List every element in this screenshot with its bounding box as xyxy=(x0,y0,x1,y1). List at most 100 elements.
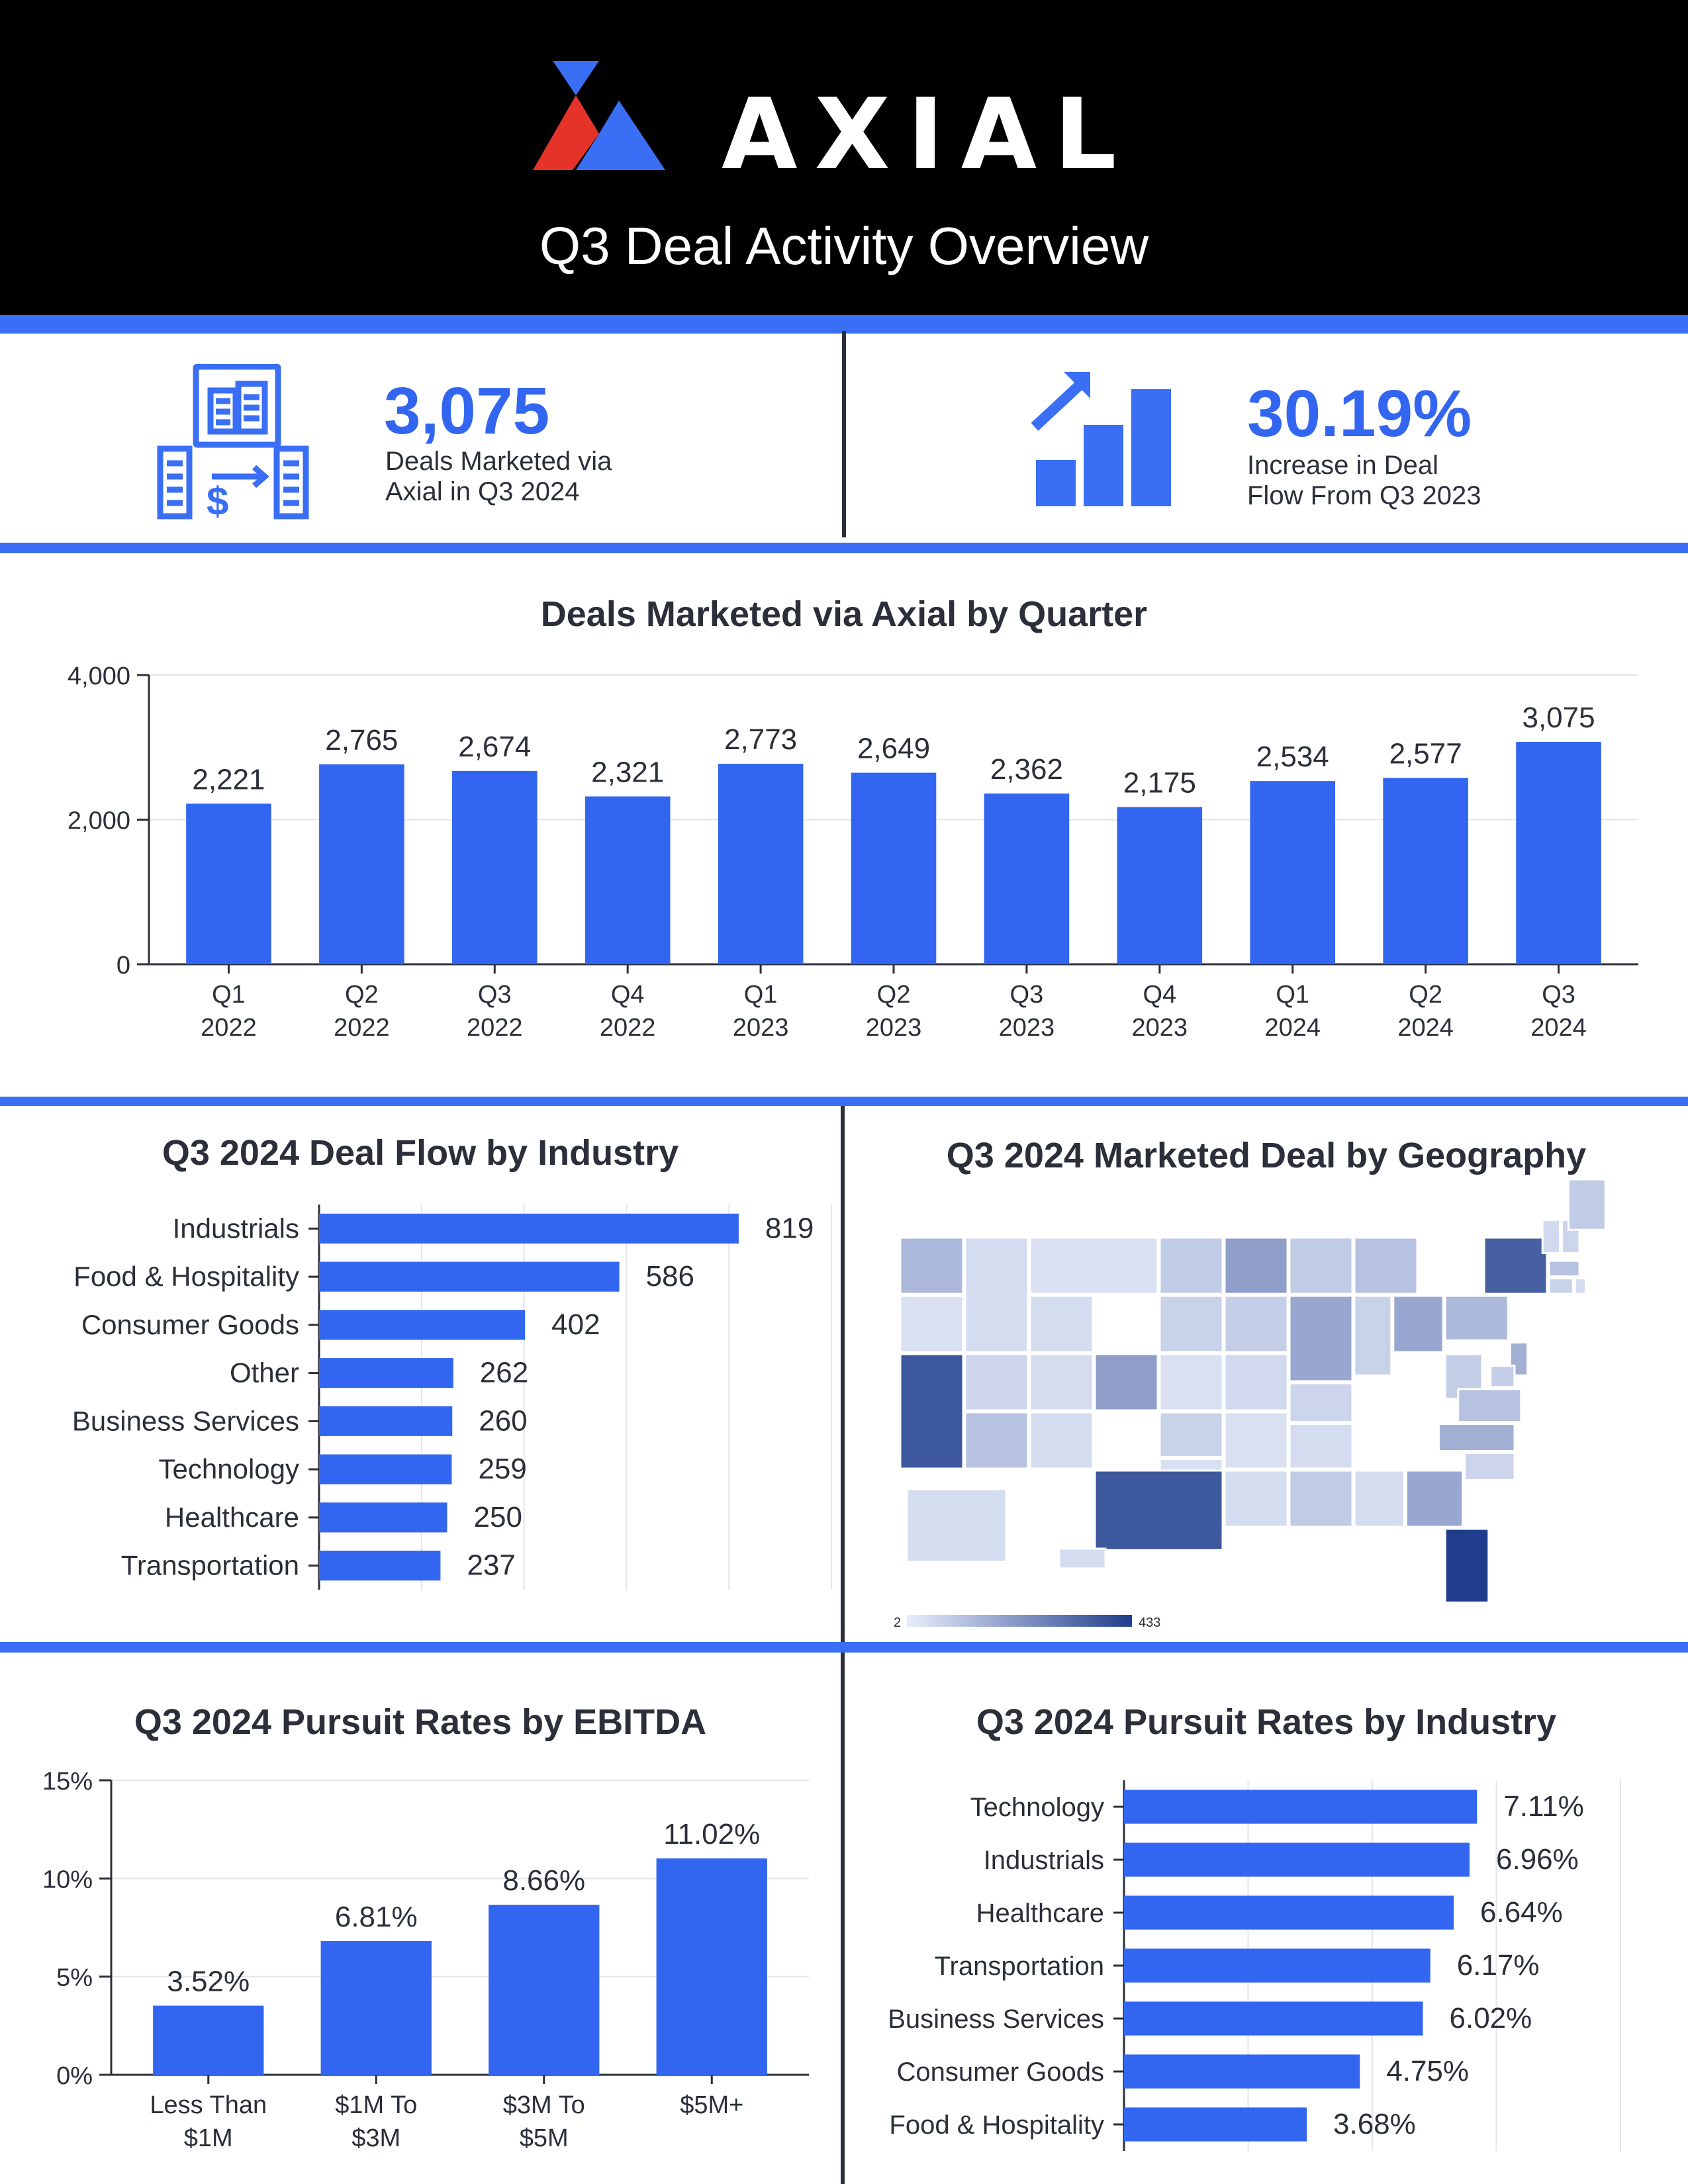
bottom-divider xyxy=(841,1653,845,2184)
bar xyxy=(656,1858,767,2075)
y-tick-label: 0% xyxy=(56,2062,93,2090)
state-region xyxy=(1573,1277,1587,1295)
header-banner: AXIAL Q3 Deal Activity Overview xyxy=(0,0,1688,315)
state-region xyxy=(1158,1236,1224,1295)
bar xyxy=(1250,781,1336,964)
svg-text:$: $ xyxy=(207,479,228,523)
data-label: 3.68% xyxy=(1333,2108,1416,2140)
state-region xyxy=(1548,1277,1574,1295)
state-region xyxy=(1444,1295,1509,1342)
x-tick-label: $1M xyxy=(184,2124,233,2152)
x-tick-label: 2022 xyxy=(600,1014,656,1042)
bar xyxy=(1117,807,1203,964)
x-tick-label: $5M+ xyxy=(680,2091,743,2119)
x-tick-label: 2022 xyxy=(201,1014,257,1042)
bar xyxy=(319,1454,452,1484)
kpi-divider xyxy=(842,331,846,537)
scale-min-label: 2 xyxy=(894,1615,901,1630)
x-tick-label: Q4 xyxy=(611,981,645,1009)
y-tick-label: Technology xyxy=(970,1793,1104,1822)
geography-title: Q3 2024 Marketed Deal by Geography xyxy=(946,1136,1587,1175)
bar xyxy=(851,772,937,964)
data-label: 262 xyxy=(480,1357,528,1389)
x-tick-label: Q2 xyxy=(345,981,379,1009)
data-label: 2,765 xyxy=(325,724,398,756)
bar xyxy=(319,764,404,964)
y-tick-label: Industrials xyxy=(173,1212,299,1244)
industry-flow-bar-chart: Industrials 819 Food & Hospitality 586 Consu… xyxy=(72,1205,832,1590)
color-scale-bar xyxy=(907,1615,1132,1627)
bar xyxy=(1124,2107,1307,2142)
y-tick-label: Industrials xyxy=(984,1846,1104,1875)
state-region xyxy=(1029,1236,1159,1295)
state-region xyxy=(1029,1295,1094,1353)
ebitda-bar-chart: 0% 5% 10% 15% 3.52% Less Than $1M 6.81% $1M To $3… xyxy=(42,1768,809,2152)
y-tick-label: Food & Hospitality xyxy=(889,2111,1104,2140)
x-tick-label: $5M xyxy=(520,2124,569,2152)
y-tick-label: Healthcare xyxy=(165,1502,299,1533)
x-tick-label: 2023 xyxy=(1132,1014,1188,1042)
bar xyxy=(1124,1895,1454,1930)
quarterly-chart-title: Deals Marketed via Axial by Quarter xyxy=(540,594,1148,634)
y-tick-label: 0 xyxy=(117,952,130,979)
x-tick-label: 2023 xyxy=(866,1014,922,1042)
data-label: 2,362 xyxy=(990,753,1063,786)
kpi-deals-label-line1: Deals Marketed via xyxy=(385,447,612,476)
state-region xyxy=(1392,1295,1444,1353)
state-region xyxy=(1288,1236,1354,1295)
x-tick-label: 2024 xyxy=(1530,1014,1587,1042)
bar xyxy=(319,1261,620,1292)
logo-blue-triangle xyxy=(576,101,665,170)
data-label: 819 xyxy=(765,1212,814,1244)
x-tick-label: 2023 xyxy=(733,1014,789,1042)
state-region xyxy=(1353,1469,1405,1528)
ebitda-title: Q3 2024 Pursuit Rates by EBITDA xyxy=(134,1702,707,1742)
state-region xyxy=(1457,1388,1523,1424)
axial-logo-icon xyxy=(533,61,665,170)
state-region xyxy=(899,1295,964,1353)
data-label: 6.81% xyxy=(335,1901,418,1933)
state-region xyxy=(1223,1411,1289,1470)
bar xyxy=(186,803,271,964)
data-label: 2,321 xyxy=(591,756,664,788)
data-label: 2,221 xyxy=(192,763,265,796)
divider-bar xyxy=(0,1097,1688,1106)
x-tick-label: Q1 xyxy=(212,981,246,1009)
state-region xyxy=(1444,1527,1490,1604)
x-tick-label: 2024 xyxy=(1264,1014,1321,1042)
bar xyxy=(319,1213,739,1244)
state-region xyxy=(1223,1295,1289,1353)
data-label: 250 xyxy=(474,1501,522,1533)
state-region xyxy=(964,1353,1029,1412)
state-region xyxy=(1029,1353,1094,1412)
data-label: 6.17% xyxy=(1457,1949,1540,1981)
x-tick-label: Less Than xyxy=(150,2091,267,2119)
y-tick-label: 15% xyxy=(42,1768,93,1796)
bar xyxy=(1124,1948,1430,1983)
state-region xyxy=(1567,1178,1607,1231)
y-tick-label: 5% xyxy=(56,1964,93,1992)
data-label: 237 xyxy=(467,1549,515,1582)
data-label: 586 xyxy=(646,1260,694,1293)
bar xyxy=(319,1406,453,1436)
industry-flow-title: Q3 2024 Deal Flow by Industry xyxy=(162,1133,679,1173)
x-tick-label: 2022 xyxy=(334,1014,390,1042)
bar xyxy=(984,793,1070,964)
bar xyxy=(320,1940,432,2075)
scale-max-label: 433 xyxy=(1139,1615,1160,1630)
kpi-increase-label-line2: Flow From Q3 2023 xyxy=(1247,481,1481,510)
data-label: 2,577 xyxy=(1389,737,1462,770)
state-region xyxy=(906,1488,1008,1563)
y-tick-label: Business Services xyxy=(888,2005,1104,2034)
x-tick-label: 2022 xyxy=(467,1014,523,1042)
data-label: 4.75% xyxy=(1386,2055,1469,2087)
state-region xyxy=(1405,1469,1464,1528)
x-tick-label: $1M To xyxy=(335,2091,417,2119)
bar xyxy=(451,770,538,964)
state-region xyxy=(964,1236,1029,1353)
divider-bar xyxy=(0,1642,1688,1653)
bar xyxy=(319,1310,526,1340)
quarterly-bar-chart: 0 2,000 4,000 2,221 Q1 2022 2,765 Q2 2022 2,674 Q3… xyxy=(68,662,1638,1042)
logo-top-triangle xyxy=(553,61,599,95)
data-label: 402 xyxy=(551,1308,600,1341)
